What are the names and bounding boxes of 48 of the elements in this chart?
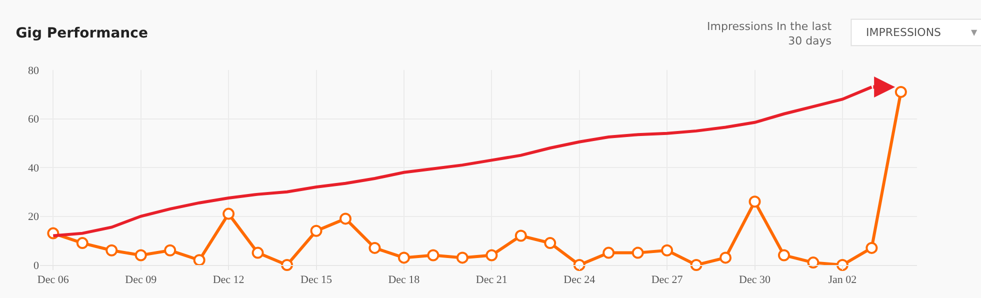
point bbox=[368, 242, 381, 254]
point bbox=[164, 244, 176, 256]
point bbox=[690, 259, 702, 271]
point bbox=[602, 246, 615, 259]
x-tick-label: Dec 12 bbox=[212, 274, 244, 286]
point bbox=[748, 196, 761, 208]
text: IMPRESSIONS bbox=[866, 26, 942, 39]
x-tick-label: Dec 09 bbox=[125, 274, 158, 286]
point bbox=[398, 252, 410, 264]
y-tick-label: 60 bbox=[28, 114, 40, 126]
chart-title: Gig Performance bbox=[16, 26, 148, 42]
point bbox=[427, 249, 440, 262]
y-tick-label: 80 bbox=[28, 64, 40, 77]
point bbox=[310, 224, 322, 237]
x-tick-label: Dec 24 bbox=[564, 274, 596, 286]
text: ▼ bbox=[971, 28, 978, 37]
point bbox=[573, 259, 586, 271]
point bbox=[252, 246, 264, 259]
x-tick-label: Dec 30 bbox=[739, 274, 771, 286]
point bbox=[632, 246, 644, 259]
point bbox=[836, 259, 848, 271]
x-tick-label: Dec 15 bbox=[300, 274, 332, 286]
y-tick-label: 40 bbox=[28, 162, 40, 174]
point bbox=[807, 256, 820, 269]
point bbox=[222, 208, 235, 220]
x-tick-label: Dec 18 bbox=[388, 274, 420, 286]
x-tick-label: Dec 27 bbox=[651, 274, 684, 286]
y-tick-label: 0 bbox=[34, 260, 40, 272]
point bbox=[720, 252, 732, 264]
point bbox=[456, 252, 468, 264]
point bbox=[281, 259, 294, 271]
y-tick-label: 20 bbox=[28, 211, 40, 224]
x-tick-label: Dec 21 bbox=[476, 274, 508, 286]
point bbox=[544, 237, 556, 250]
x-tick-label: Dec 06 bbox=[37, 274, 70, 286]
point bbox=[894, 86, 907, 98]
point bbox=[866, 242, 878, 254]
point bbox=[514, 230, 527, 242]
point bbox=[76, 237, 88, 250]
point bbox=[661, 244, 674, 256]
point bbox=[134, 249, 147, 262]
x-tick-label: Jan 02 bbox=[828, 274, 857, 286]
point bbox=[486, 249, 498, 262]
point bbox=[193, 254, 206, 266]
point bbox=[339, 212, 352, 225]
text: Impressions In the last 30 days bbox=[707, 20, 832, 48]
point bbox=[106, 244, 118, 256]
point bbox=[778, 249, 790, 262]
